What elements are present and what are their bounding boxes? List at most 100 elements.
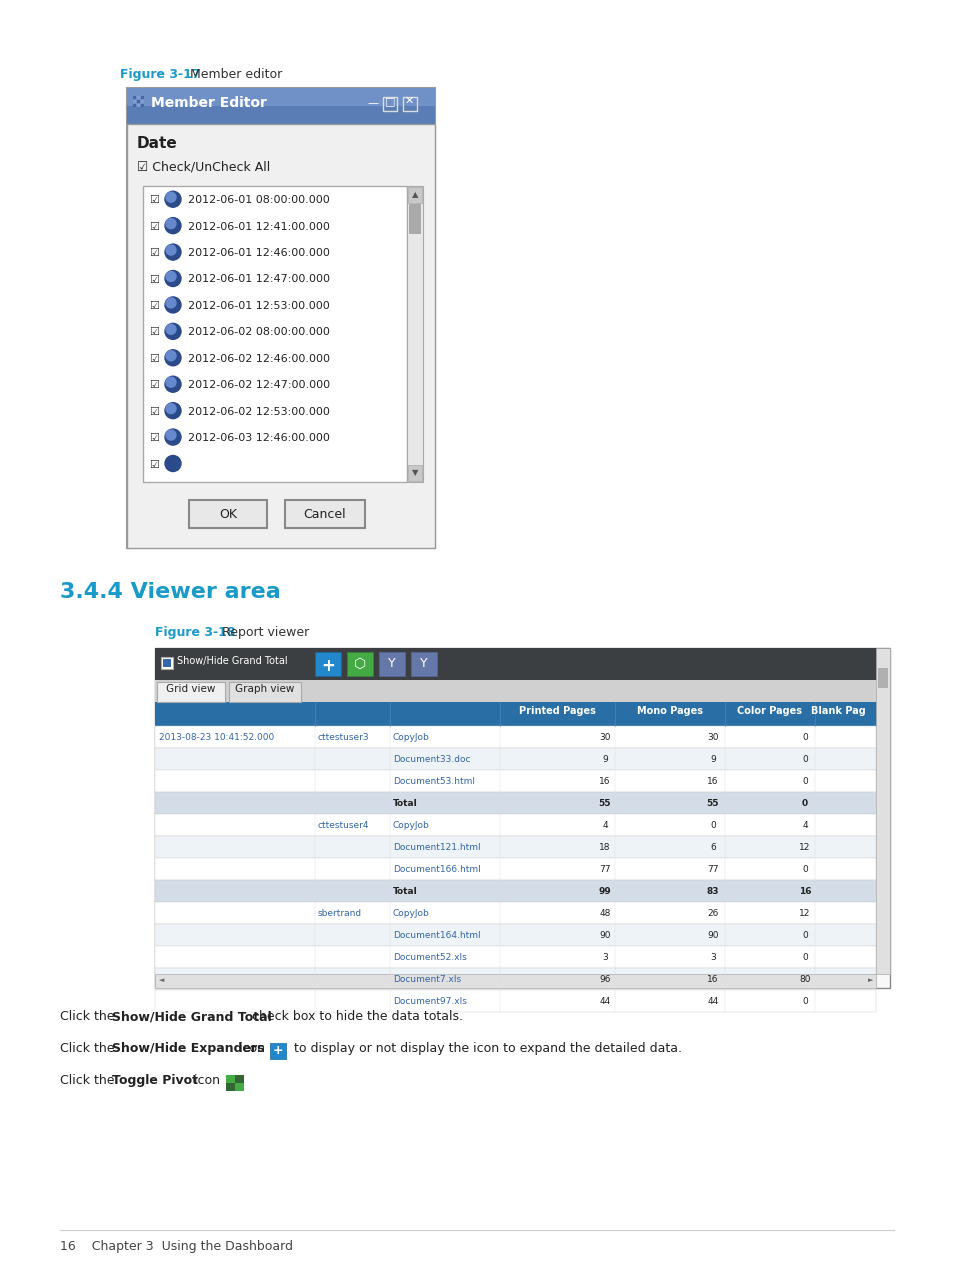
Bar bbox=[154, 836, 875, 859]
Text: ▲: ▲ bbox=[412, 190, 417, 199]
Text: 4: 4 bbox=[601, 820, 607, 829]
Bar bbox=[314, 652, 340, 676]
Text: 3: 3 bbox=[601, 952, 607, 961]
Text: 30: 30 bbox=[706, 733, 718, 742]
Circle shape bbox=[165, 429, 181, 444]
Text: ☑: ☑ bbox=[149, 248, 159, 258]
Text: 2012-06-01 12:47:00.000: 2012-06-01 12:47:00.000 bbox=[188, 274, 330, 284]
Text: ☑: ☑ bbox=[149, 406, 159, 417]
Text: 0: 0 bbox=[801, 754, 807, 763]
Text: icon: icon bbox=[190, 1074, 220, 1087]
Text: to display or not display the icon to expand the detailed data.: to display or not display the icon to ex… bbox=[290, 1041, 681, 1055]
Text: 0: 0 bbox=[801, 799, 807, 808]
Circle shape bbox=[166, 404, 175, 414]
Bar bbox=[382, 97, 396, 110]
Text: Click the: Click the bbox=[60, 1041, 118, 1055]
Bar bbox=[127, 88, 435, 124]
Bar bbox=[408, 187, 421, 203]
Text: 2012-06-02 12:46:00.000: 2012-06-02 12:46:00.000 bbox=[188, 354, 330, 363]
Bar bbox=[226, 1074, 244, 1091]
Text: ☑: ☑ bbox=[149, 433, 159, 443]
Text: 2012-06-01 08:00:00.000: 2012-06-01 08:00:00.000 bbox=[188, 196, 330, 206]
Text: Document97.xls: Document97.xls bbox=[393, 997, 466, 1006]
Text: □: □ bbox=[385, 97, 395, 105]
Text: 2012-06-02 12:47:00.000: 2012-06-02 12:47:00.000 bbox=[188, 380, 330, 390]
Bar bbox=[154, 974, 875, 988]
Text: Total: Total bbox=[393, 886, 417, 895]
Text: ☑: ☑ bbox=[149, 460, 159, 470]
Text: cttestuser4: cttestuser4 bbox=[317, 820, 369, 829]
Text: 0: 0 bbox=[801, 733, 807, 742]
Text: 2012-06-02 08:00:00.000: 2012-06-02 08:00:00.000 bbox=[188, 328, 330, 338]
Circle shape bbox=[165, 376, 181, 392]
Text: Total: Total bbox=[393, 799, 417, 808]
Text: ◄: ◄ bbox=[159, 977, 164, 983]
Text: ☑: ☑ bbox=[149, 301, 159, 311]
Circle shape bbox=[165, 192, 181, 207]
Text: ►: ► bbox=[867, 977, 872, 983]
Bar bbox=[154, 968, 875, 991]
Text: Grid view: Grid view bbox=[166, 685, 215, 693]
Text: 0: 0 bbox=[709, 820, 715, 829]
Text: Y: Y bbox=[419, 657, 427, 671]
Bar bbox=[270, 1043, 286, 1059]
Bar bbox=[141, 100, 144, 103]
Text: 55: 55 bbox=[598, 799, 611, 808]
Text: Figure 3-17: Figure 3-17 bbox=[120, 69, 200, 81]
Text: 2013-08-23 10:41:52.000: 2013-08-23 10:41:52.000 bbox=[159, 733, 274, 742]
Circle shape bbox=[165, 456, 181, 471]
Text: Document53.html: Document53.html bbox=[393, 776, 475, 786]
Text: 77: 77 bbox=[598, 865, 610, 874]
Bar bbox=[154, 748, 875, 770]
Text: Member editor: Member editor bbox=[190, 69, 282, 81]
Bar bbox=[875, 648, 889, 974]
Bar bbox=[132, 97, 136, 99]
Text: Cancel: Cancel bbox=[303, 508, 346, 521]
Bar bbox=[132, 104, 136, 107]
Text: ☑: ☑ bbox=[149, 274, 159, 284]
Bar bbox=[154, 814, 875, 836]
Text: Toggle Pivot: Toggle Pivot bbox=[112, 1074, 198, 1087]
Text: Color Pages: Color Pages bbox=[737, 706, 801, 716]
Text: Report viewer: Report viewer bbox=[222, 626, 309, 639]
Bar bbox=[132, 100, 136, 103]
Bar bbox=[127, 88, 435, 105]
Circle shape bbox=[165, 217, 181, 234]
Text: 3.4.4 Viewer area: 3.4.4 Viewer area bbox=[60, 582, 280, 602]
Text: Y: Y bbox=[388, 657, 395, 671]
Bar bbox=[229, 682, 301, 702]
Text: 2012-06-01 12:46:00.000: 2012-06-01 12:46:00.000 bbox=[188, 248, 330, 258]
Text: Date: Date bbox=[137, 136, 177, 151]
Bar bbox=[143, 185, 407, 483]
Text: ⬡: ⬡ bbox=[354, 657, 366, 671]
Text: Click the: Click the bbox=[60, 1010, 118, 1024]
Text: CopyJob: CopyJob bbox=[393, 820, 429, 829]
Bar bbox=[154, 648, 889, 988]
Text: 30: 30 bbox=[598, 733, 610, 742]
Bar bbox=[154, 880, 875, 902]
Text: 6: 6 bbox=[709, 842, 715, 851]
Bar bbox=[137, 104, 140, 107]
Text: 55: 55 bbox=[706, 799, 719, 808]
Text: 9: 9 bbox=[601, 754, 607, 763]
Circle shape bbox=[166, 192, 175, 202]
Text: 80: 80 bbox=[799, 974, 810, 983]
Text: 0: 0 bbox=[801, 952, 807, 961]
Text: Printed Pages: Printed Pages bbox=[518, 706, 595, 716]
Bar bbox=[137, 100, 140, 103]
Circle shape bbox=[166, 377, 175, 387]
Text: +: + bbox=[273, 1044, 283, 1057]
Bar bbox=[189, 500, 267, 528]
Bar bbox=[154, 902, 875, 925]
Text: 44: 44 bbox=[598, 997, 610, 1006]
Text: Blank Pag: Blank Pag bbox=[810, 706, 864, 716]
Text: icon: icon bbox=[234, 1041, 269, 1055]
Text: Document52.xls: Document52.xls bbox=[393, 952, 466, 961]
Circle shape bbox=[165, 324, 181, 339]
Text: Show/Hide Grand Total: Show/Hide Grand Total bbox=[112, 1010, 272, 1024]
Text: Show/Hide Grand Total: Show/Hide Grand Total bbox=[177, 657, 287, 665]
Text: 2012-06-03 12:46:00.000: 2012-06-03 12:46:00.000 bbox=[188, 433, 330, 443]
Text: ✕: ✕ bbox=[405, 97, 414, 105]
Text: 16    Chapter 3  Using the Dashboard: 16 Chapter 3 Using the Dashboard bbox=[60, 1240, 293, 1253]
Text: 12: 12 bbox=[799, 908, 810, 917]
